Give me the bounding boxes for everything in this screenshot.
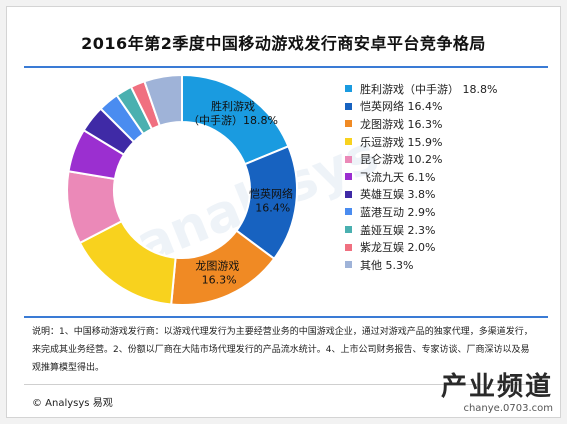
legend-item: 龙图游戏 16.3% — [345, 115, 497, 133]
chart-title: 2016年第2季度中国移动游戏发行商安卓平台竞争格局 — [81, 34, 486, 53]
title-divider — [24, 66, 548, 68]
legend-label: 蓝港互动 2.9% — [360, 205, 436, 219]
legend-item: 昆仑游戏 10.2% — [345, 150, 497, 168]
legend-label: 恺英网络 16.4% — [360, 100, 443, 114]
chart-legend: 胜利游戏（中手游） 18.8% 恺英网络 16.4% 龙图游戏 16.3% 乐逗游戏 … — [345, 80, 497, 274]
chart-note: 说明：1、中国移动游戏发行商：以游戏代理发行为主要经营业务的中国游戏企业，通过对… — [32, 327, 533, 373]
legend-label: 胜利游戏（中手游） 18.8% — [360, 82, 498, 96]
legend-item: 其他 5.3% — [345, 256, 497, 274]
legend-swatch — [345, 261, 352, 269]
slice-label: 龙图游戏 16.3% — [195, 260, 243, 287]
donut-slice — [143, 73, 183, 128]
legend-swatch — [345, 226, 352, 234]
legend-swatch — [345, 208, 352, 216]
legend-label: 英雄互娱 3.8% — [360, 188, 436, 202]
legend-label: 乐逗游戏 15.9% — [360, 135, 443, 149]
source-credit: © Analysys 易观 — [32, 398, 113, 409]
legend-item: 盖娅互娱 2.3% — [345, 221, 497, 239]
legend-swatch — [345, 243, 352, 251]
legend-item: 蓝港互动 2.9% — [345, 203, 497, 221]
corner-watermark: 产业频道 chanye.0703.com — [441, 366, 553, 414]
note-divider — [24, 316, 548, 318]
legend-swatch — [345, 155, 352, 163]
slice-label: 胜利游戏（中手游）18.8% — [188, 99, 278, 127]
legend-swatch — [345, 102, 352, 110]
legend-label: 飞流九天 6.1% — [360, 170, 436, 184]
legend-swatch — [345, 85, 352, 93]
legend-swatch — [345, 173, 352, 181]
corner-logo: 产业频道 — [440, 372, 553, 402]
footer-divider — [24, 384, 548, 385]
legend-item: 乐逗游戏 15.9% — [345, 133, 497, 151]
legend-swatch — [345, 120, 352, 128]
legend-label: 盖娅互娱 2.3% — [360, 223, 436, 237]
legend-label: 紫龙互娱 2.0% — [360, 241, 436, 255]
corner-url: chanye.0703.com — [463, 403, 553, 414]
legend-label: 其他 5.3% — [360, 258, 414, 272]
legend-item: 恺英网络 16.4% — [345, 98, 497, 116]
legend-item: 英雄互娱 3.8% — [345, 186, 497, 204]
donut-chart: 胜利游戏（中手游）18.8% 恺英网络 16.4% 龙图游戏 16.3% — [66, 73, 298, 306]
slice-label: 恺英网络 16.4% — [249, 186, 297, 214]
legend-item: 紫龙互娱 2.0% — [345, 238, 497, 256]
legend-label: 龙图游戏 16.3% — [360, 117, 443, 131]
legend-swatch — [345, 190, 352, 198]
legend-label: 昆仑游戏 10.2% — [360, 153, 443, 167]
legend-item: 胜利游戏（中手游） 18.8% — [345, 80, 497, 98]
legend-item: 飞流九天 6.1% — [345, 168, 497, 186]
legend-swatch — [345, 138, 352, 146]
